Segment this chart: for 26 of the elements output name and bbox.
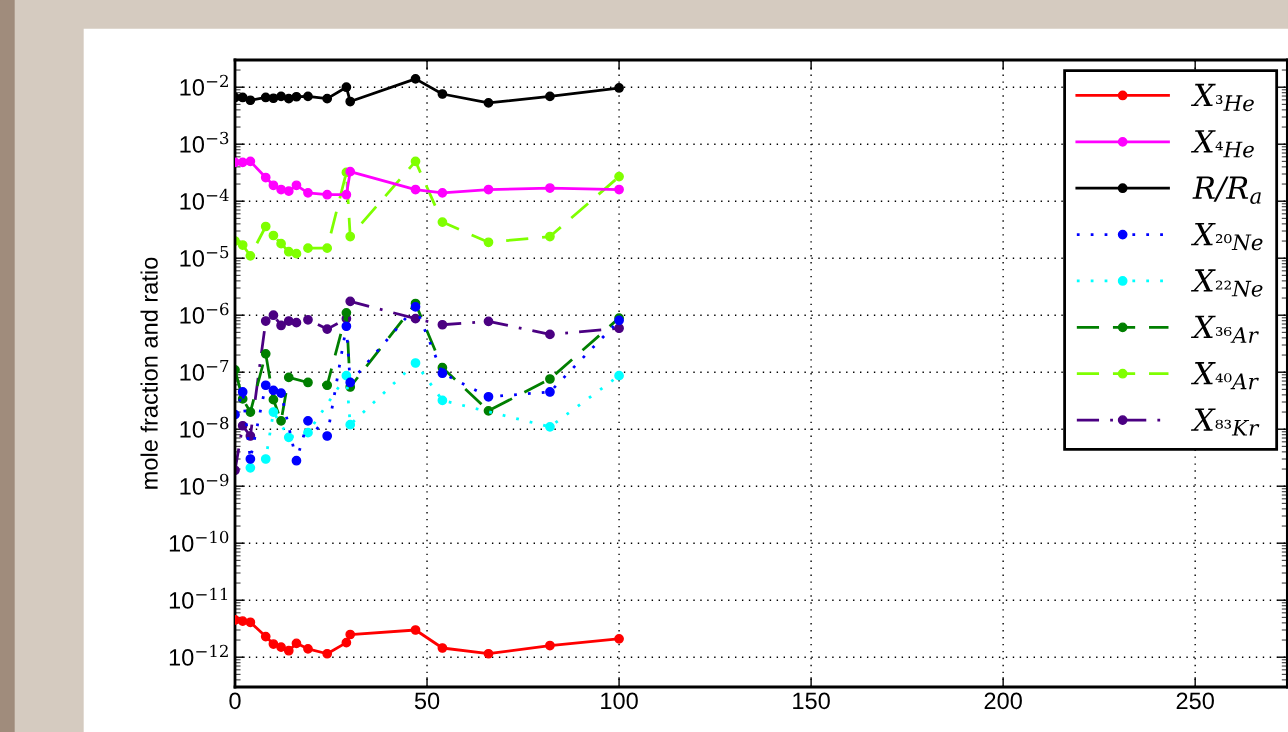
y-tick-label: 10$^{−8}$ (180, 416, 229, 438)
x-tick-label: 200 (984, 692, 1022, 710)
x-tick-label: 100 (601, 692, 638, 710)
y-tick-label: 10$^{−3}$ (180, 131, 229, 153)
y-tick-label: 10$^{−4}$ (180, 188, 229, 210)
legend-label: X$_{⁴⁰Ar}$ (1190, 362, 1259, 390)
legend-label: X$_{⁴He}$ (1190, 130, 1254, 158)
x-tick-label: 0 (229, 692, 241, 710)
y-tick-label: 10$^{−9}$ (180, 473, 229, 495)
y-tick-label: 10$^{−11}$ (169, 587, 228, 609)
y-tick-label: 10$^{−12}$ (169, 644, 228, 666)
legend-label: X$_{⁸³Kr}$ (1190, 408, 1260, 436)
y-tick-label: 10$^{−5}$ (180, 245, 229, 267)
legend-label: X$_{²²Ne}$ (1190, 269, 1263, 297)
y-tick-label: 10$^{−7}$ (180, 359, 229, 381)
legend-label: R/R$_{a}$ (1192, 176, 1261, 204)
y-axis-title: mole fraction and ratio (140, 257, 158, 489)
y-tick-label: 10$^{−10}$ (169, 530, 229, 552)
x-tick-label: 150 (793, 692, 830, 710)
legend-label: X$_{²⁰Ne}$ (1190, 222, 1263, 251)
y-tick-label: 10$^{−2}$ (180, 74, 228, 96)
legend-label: X$_{³⁶Ar}$ (1190, 315, 1259, 343)
legend-label: X$_{³He}$ (1190, 83, 1254, 112)
x-tick-label: 250 (1176, 692, 1214, 710)
x-tick-label: 50 (414, 692, 440, 710)
y-tick-label: 10$^{−6}$ (180, 302, 229, 324)
